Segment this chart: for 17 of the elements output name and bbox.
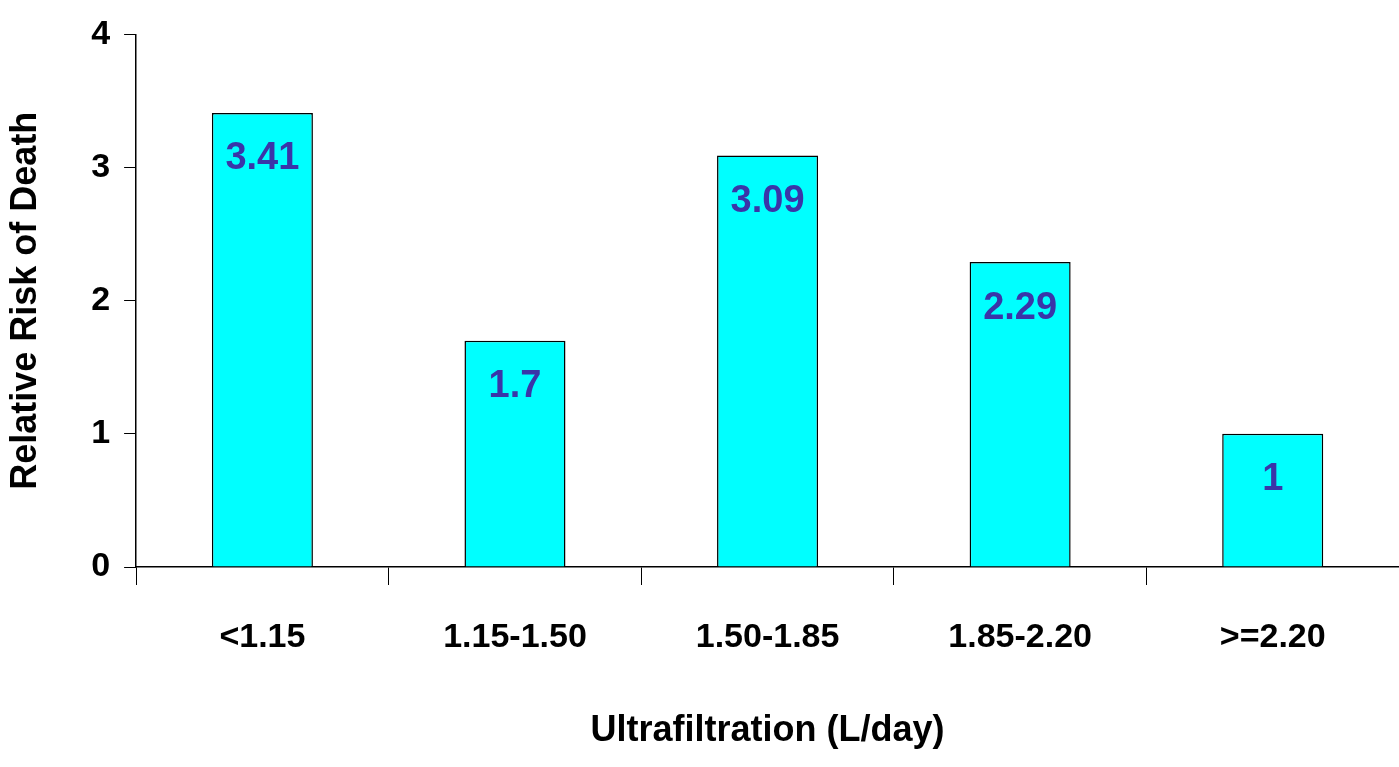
data-label: 3.09 <box>730 178 805 221</box>
data-label: 2.29 <box>983 284 1058 327</box>
data-label: 1 <box>1262 456 1284 499</box>
x-tick-label: 1.50-1.85 <box>695 615 840 654</box>
x-tick-label: 1.85-2.20 <box>948 615 1092 654</box>
y-axis-title: Relative Risk of Death <box>2 111 44 490</box>
x-tick-label: 1.15-1.50 <box>443 615 587 654</box>
data-label: 3.41 <box>225 135 300 178</box>
x-tick-label: >=2.20 <box>1219 615 1326 654</box>
y-tick-label: 1 <box>91 412 111 451</box>
x-axis-title: Ultrafiltration (L/day) <box>590 708 945 750</box>
data-label: 1.7 <box>488 363 542 406</box>
x-tick-label: <1.15 <box>219 615 306 654</box>
y-tick-label: 3 <box>91 145 111 184</box>
y-tick-label: 0 <box>91 545 111 584</box>
y-tick-label: 4 <box>91 12 111 51</box>
y-tick-label: 2 <box>91 279 111 318</box>
